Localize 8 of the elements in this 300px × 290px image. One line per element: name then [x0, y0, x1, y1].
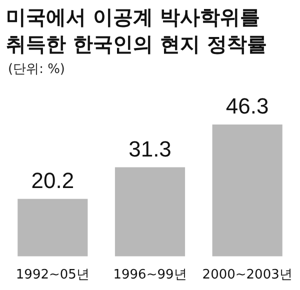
chart-title: 미국에서 이공계 박사학위를 취득한 한국인의 현지 정착률 [5, 4, 268, 58]
data-label: 46.3 [226, 94, 269, 119]
data-label: 20.2 [31, 168, 74, 193]
data-label: 31.3 [128, 136, 172, 162]
x-tick-label: 2000~2003년 [202, 268, 292, 283]
x-tick-label: 1996~99년 [113, 268, 187, 283]
chart-subtitle: (단위: %) [7, 61, 66, 79]
x-tick-label: 1992~05년 [16, 268, 90, 283]
